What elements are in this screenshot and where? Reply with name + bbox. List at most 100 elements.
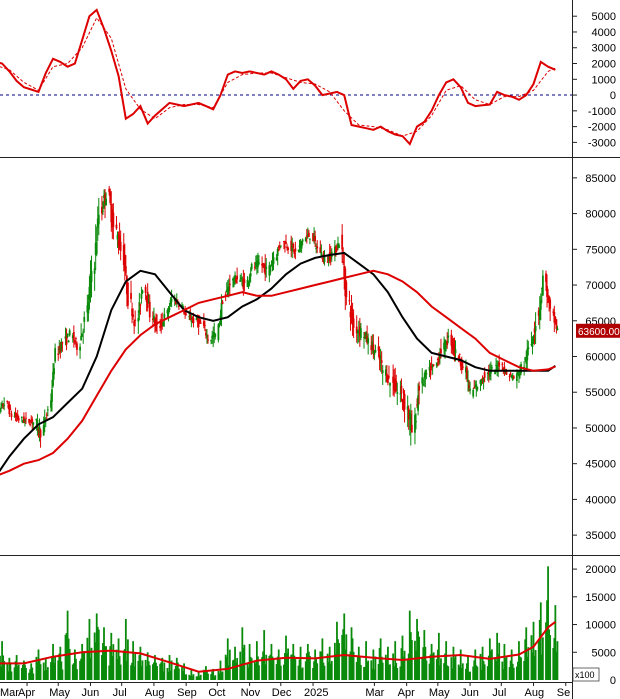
- axes-labels: 500040003000200010000-1000-2000-30008500…: [0, 11, 620, 699]
- candle-body: [294, 248, 297, 252]
- volume-bar: [316, 663, 319, 680]
- candle-body: [54, 348, 57, 362]
- candle-body: [323, 257, 326, 263]
- candle-body: [300, 240, 303, 249]
- candle-body: [351, 312, 354, 325]
- volume-bar: [43, 670, 46, 680]
- candle-body: [198, 319, 201, 323]
- candle-body: [81, 333, 84, 338]
- candle-body: [183, 311, 185, 314]
- volume-bar: [349, 651, 352, 680]
- candle-body: [495, 364, 497, 366]
- candle-body: [283, 241, 285, 243]
- last-price-badge: [576, 323, 620, 338]
- candle-body: [118, 235, 121, 250]
- candle-body: [7, 404, 10, 408]
- candle-body: [321, 257, 324, 259]
- candle-body: [219, 315, 222, 318]
- volume-bar: [388, 664, 390, 680]
- volume-bar: [102, 643, 104, 680]
- candle-body: [374, 350, 377, 353]
- volume-bar: [458, 666, 461, 680]
- volume-bar: [327, 661, 330, 680]
- volume-bar: [496, 632, 499, 680]
- volume-bar: [197, 671, 200, 680]
- candle-body: [432, 364, 435, 366]
- candle-body: [122, 244, 125, 265]
- candle-body: [436, 359, 439, 361]
- volume-bar: [350, 627, 353, 680]
- volume-bar: [66, 610, 69, 680]
- candle-body: [475, 384, 478, 390]
- candle-body: [345, 281, 348, 298]
- volume-bar: [199, 674, 202, 680]
- candle-body: [189, 314, 192, 321]
- volume-bar: [410, 639, 413, 680]
- volume-bar: [122, 650, 125, 680]
- candle-body: [50, 400, 52, 408]
- volume-bar: [212, 668, 215, 680]
- volume-bar: [415, 650, 417, 680]
- volume-bar: [115, 649, 118, 680]
- volume-bar: [175, 657, 178, 680]
- volume-bar: [130, 665, 132, 680]
- volume-bar: [35, 656, 38, 680]
- volume-bar: [275, 664, 278, 680]
- volume-bar: [552, 648, 555, 680]
- candle-body: [373, 350, 376, 355]
- volume-bar: [257, 656, 259, 680]
- volume-bar: [479, 653, 482, 680]
- candle-body: [205, 332, 207, 336]
- volume-bar: [169, 670, 172, 680]
- volume-bar: [127, 639, 129, 680]
- volume-bar: [269, 654, 272, 680]
- volume-bar: [7, 671, 10, 680]
- candle-body: [453, 346, 456, 353]
- candle-body: [15, 415, 18, 418]
- candle-body: [298, 245, 301, 247]
- volume-bar: [214, 675, 217, 680]
- volume-bar: [277, 649, 280, 680]
- candle-body: [439, 354, 441, 359]
- volume-bar: [461, 663, 464, 680]
- candle-body: [31, 418, 34, 424]
- volume-bar: [505, 656, 508, 680]
- candle-body: [35, 418, 38, 421]
- candle-body: [443, 342, 445, 350]
- candle-body: [525, 359, 528, 364]
- candle-body: [93, 268, 96, 274]
- candle-body: [131, 308, 133, 317]
- volume-bar: [423, 630, 426, 680]
- volume-bar: [417, 631, 419, 680]
- candle-body: [315, 247, 318, 249]
- candle-body: [9, 408, 12, 410]
- candle-body: [313, 235, 315, 237]
- volume-bar: [224, 654, 227, 680]
- volume-bar: [399, 666, 402, 680]
- volume-bar: [344, 649, 347, 680]
- candle-body: [132, 314, 135, 317]
- candle-body: [255, 260, 258, 268]
- candle-body: [117, 240, 120, 246]
- volume-bar: [341, 634, 344, 680]
- candle-body: [202, 321, 205, 326]
- candle-body: [197, 320, 200, 327]
- volume-bar: [258, 665, 260, 680]
- candle-body: [429, 369, 432, 376]
- volume-bar: [116, 658, 119, 680]
- candle-body: [119, 241, 122, 251]
- osc-y-tick-label: 4000: [592, 27, 616, 39]
- volume-bar: [131, 662, 133, 680]
- candle-body: [387, 375, 389, 383]
- volume-bar: [356, 656, 359, 680]
- volume-bar: [140, 665, 143, 680]
- candle-body: [243, 279, 246, 284]
- candle-body: [188, 316, 191, 318]
- candle-body: [400, 385, 403, 394]
- candle-body: [160, 321, 163, 328]
- candle-body: [46, 409, 49, 411]
- volume-bar: [42, 662, 45, 680]
- volume-bar: [531, 652, 534, 680]
- volume-bar: [283, 664, 285, 680]
- volume-bar: [95, 613, 98, 680]
